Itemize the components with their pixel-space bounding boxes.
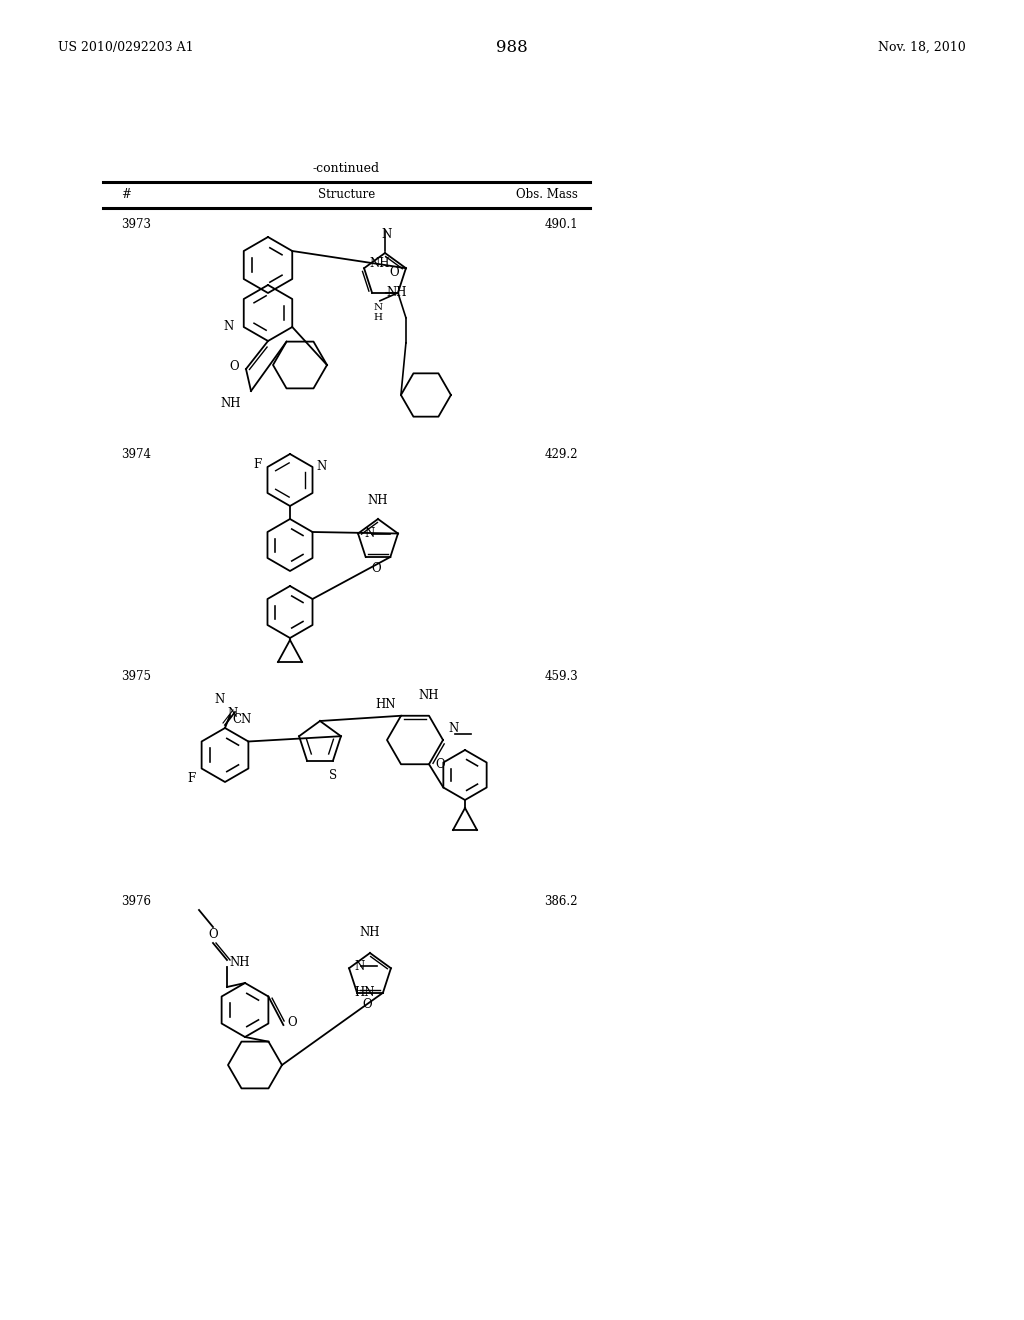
Text: NH: NH	[229, 957, 250, 969]
Text: 3975: 3975	[121, 671, 151, 682]
Text: NH: NH	[386, 286, 407, 300]
Text: N: N	[223, 321, 233, 334]
Text: N: N	[354, 960, 365, 973]
Text: 3974: 3974	[121, 447, 151, 461]
Text: Obs. Mass: Obs. Mass	[516, 189, 578, 202]
Text: Structure: Structure	[317, 189, 375, 202]
Text: 459.3: 459.3	[544, 671, 578, 682]
Text: 3973: 3973	[121, 218, 151, 231]
Text: O: O	[389, 265, 398, 279]
Text: 429.2: 429.2	[545, 447, 578, 461]
Text: NH: NH	[359, 927, 380, 939]
Text: Nov. 18, 2010: Nov. 18, 2010	[879, 41, 966, 54]
Text: F: F	[253, 458, 261, 470]
Text: 490.1: 490.1	[545, 218, 578, 231]
Text: NH: NH	[368, 494, 388, 507]
Text: 3976: 3976	[121, 895, 151, 908]
Text: HN: HN	[376, 698, 396, 710]
Text: N: N	[215, 693, 225, 706]
Text: 988: 988	[496, 38, 528, 55]
Text: NH: NH	[220, 397, 241, 411]
Text: O: O	[208, 928, 218, 941]
Text: N
H: N H	[374, 302, 383, 322]
Text: F: F	[187, 771, 196, 784]
Text: S: S	[329, 768, 337, 781]
Text: O: O	[229, 360, 239, 374]
Text: N: N	[316, 461, 327, 474]
Text: 386.2: 386.2	[545, 895, 578, 908]
Text: US 2010/0292203 A1: US 2010/0292203 A1	[58, 41, 194, 54]
Text: N: N	[382, 228, 392, 242]
Text: NH: NH	[419, 689, 439, 702]
Text: -continued: -continued	[313, 161, 380, 174]
Text: HN: HN	[354, 986, 375, 999]
Text: O: O	[435, 758, 444, 771]
Text: O: O	[288, 1015, 297, 1028]
Text: O: O	[362, 998, 372, 1011]
Text: #: #	[121, 189, 131, 202]
Text: N: N	[449, 722, 459, 735]
Text: N: N	[227, 708, 238, 719]
Text: N: N	[364, 527, 375, 540]
Text: O: O	[372, 562, 381, 576]
Text: CN: CN	[232, 713, 251, 726]
Text: NH: NH	[369, 256, 389, 269]
